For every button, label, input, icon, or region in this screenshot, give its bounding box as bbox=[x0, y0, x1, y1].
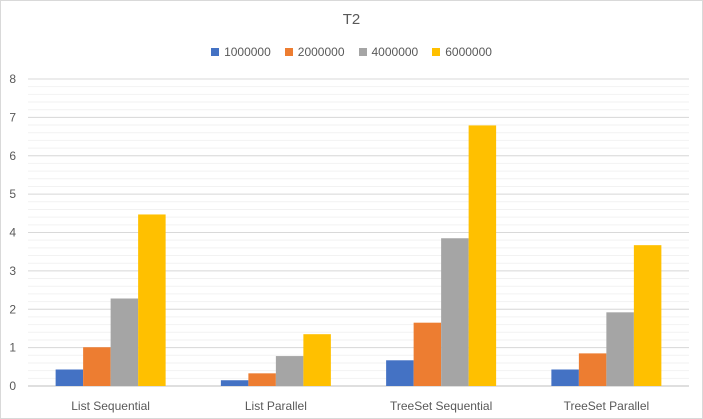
y-tick-label: 8 bbox=[9, 72, 16, 86]
legend-swatch-4000000 bbox=[358, 48, 367, 56]
bar-2000000-3 bbox=[578, 353, 607, 386]
y-tick-label: 2 bbox=[9, 302, 16, 316]
x-category-label: List Sequential bbox=[71, 399, 150, 413]
legend-swatch-2000000 bbox=[284, 48, 293, 56]
y-tick-label: 7 bbox=[9, 110, 16, 124]
y-tick-label: 1 bbox=[9, 341, 16, 355]
bar-6000000-0 bbox=[138, 214, 166, 386]
bar-1000000-1 bbox=[220, 380, 249, 386]
legend-item-6000000: 6000000 bbox=[432, 45, 492, 59]
y-tick-label: 5 bbox=[9, 187, 16, 201]
x-category-label: TreeSet Sequential bbox=[390, 399, 492, 413]
bar-4000000-3 bbox=[606, 312, 634, 386]
bar-1000000-0 bbox=[55, 369, 84, 386]
bar-4000000-1 bbox=[275, 356, 304, 386]
y-tick-label: 3 bbox=[9, 264, 16, 278]
bar-6000000-3 bbox=[633, 245, 662, 386]
y-tick-label: 4 bbox=[9, 226, 16, 240]
bar-4000000-2 bbox=[441, 238, 469, 386]
bar-1000000-2 bbox=[386, 360, 414, 386]
legend-item-4000000: 4000000 bbox=[358, 45, 419, 59]
legend-swatch-1000000 bbox=[211, 48, 220, 56]
bar-2000000-0 bbox=[83, 347, 111, 386]
bar-2000000-2 bbox=[413, 322, 442, 386]
bar-1000000-3 bbox=[551, 369, 579, 386]
y-tick-label: 6 bbox=[9, 149, 16, 163]
bar-4000000-0 bbox=[110, 298, 139, 386]
chart-title: T2 bbox=[342, 11, 361, 28]
y-tick-label: 0 bbox=[9, 379, 16, 393]
legend-label-2000000: 2000000 bbox=[297, 45, 345, 59]
legend-label-6000000: 6000000 bbox=[445, 45, 492, 59]
legend-item-2000000: 2000000 bbox=[284, 45, 345, 59]
legend-swatch-6000000 bbox=[432, 48, 441, 56]
x-category-label: List Parallel bbox=[245, 399, 307, 413]
bar-2000000-1 bbox=[248, 373, 276, 386]
legend: 1000000 2000000 4000000 6000000 bbox=[1, 45, 702, 59]
bar-6000000-2 bbox=[468, 125, 497, 386]
legend-label-1000000: 1000000 bbox=[224, 45, 271, 59]
legend-item-1000000: 1000000 bbox=[211, 45, 271, 59]
bar-6000000-1 bbox=[303, 334, 331, 386]
x-category-label: TreeSet Parallel bbox=[564, 399, 650, 413]
legend-label-4000000: 4000000 bbox=[371, 45, 419, 59]
